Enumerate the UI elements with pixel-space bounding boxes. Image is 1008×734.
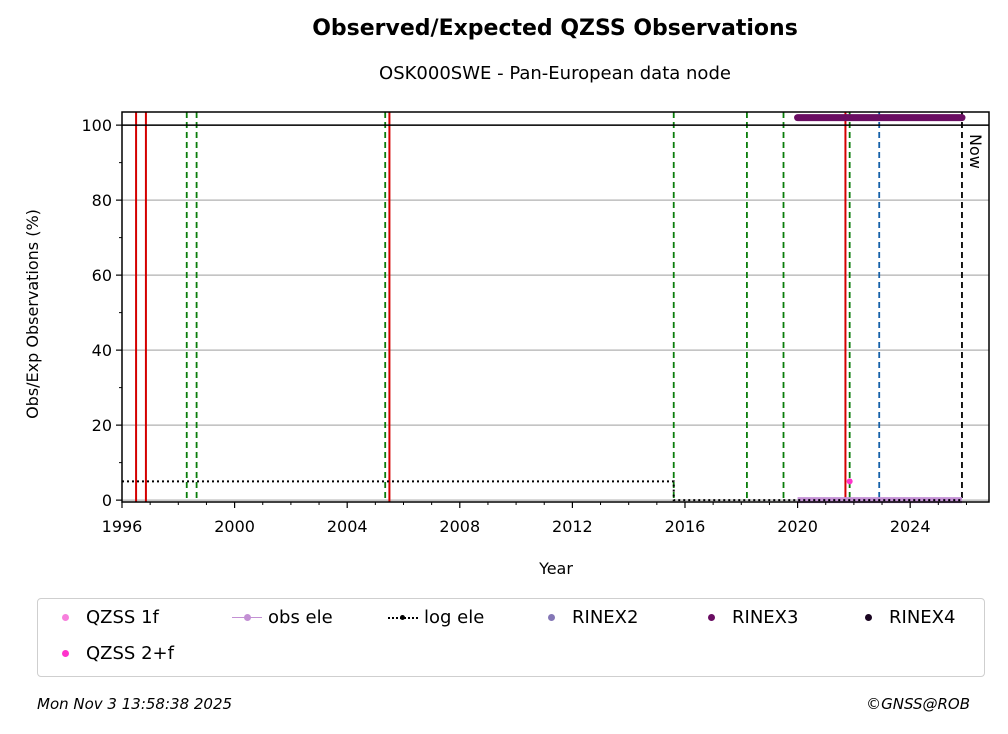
legend-label: RINEX2 [572, 607, 639, 628]
legend-marker-icon [228, 608, 264, 628]
y-tick-label: 20 [92, 416, 112, 435]
x-tick-label: 2024 [890, 517, 931, 536]
footer-copyright: ©GNSS@ROB [866, 695, 970, 713]
x-tick-label: 2000 [214, 517, 255, 536]
now-label: Now [966, 134, 985, 169]
y-tick-label: 60 [92, 266, 112, 285]
x-tick-label: 2020 [777, 517, 818, 536]
legend-item-rinex2: RINEX2 [532, 607, 638, 628]
footer-timestamp: Mon Nov 3 13:58:38 2025 [37, 695, 233, 713]
y-axis-label: Obs/Exp Observations (%) [23, 209, 42, 419]
legend-marker-icon [532, 608, 568, 628]
legend-item-obs-ele: obs ele [228, 607, 333, 628]
x-tick-label: 2008 [439, 517, 480, 536]
x-axis-label: Year [538, 559, 573, 578]
legend-item-rinex4: RINEX4 [849, 607, 955, 628]
legend-label: RINEX4 [889, 607, 956, 628]
y-tick-label: 100 [81, 116, 112, 135]
data-point [846, 478, 853, 485]
legend-item-rinex3: RINEX3 [692, 607, 798, 628]
legend-label: obs ele [268, 607, 333, 628]
legend-item-qzss-1f: QZSS 1f [46, 607, 159, 628]
legend-marker-icon [384, 608, 420, 628]
chart-title: Observed/Expected QZSS Observations [312, 16, 798, 41]
x-tick-label: 2012 [552, 517, 593, 536]
legend-item-qzss-2f: QZSS 2+f [46, 643, 174, 664]
chart-subtitle: OSK000SWE - Pan-European data node [379, 63, 731, 84]
legend: QZSS 1f QZSS 2+f obs ele log ele RINEX2 … [37, 598, 985, 677]
legend-marker-icon [849, 608, 885, 628]
x-tick-label: 1996 [102, 517, 143, 536]
legend-label: QZSS 1f [86, 607, 159, 628]
y-tick-label: 40 [92, 341, 112, 360]
legend-item-log-ele: log ele [384, 607, 484, 628]
legend-label: RINEX3 [732, 607, 799, 628]
y-tick-label: 0 [102, 491, 112, 510]
axes-frame [121, 111, 990, 503]
legend-label: log ele [424, 607, 485, 628]
log-ele-line [122, 480, 962, 502]
x-tick-label: 2004 [327, 517, 368, 536]
y-tick-label: 80 [92, 191, 112, 210]
plot-area: Now 0 20 40 60 80 100 1996 2000 2004 2008 2012 2016… [23, 111, 990, 578]
legend-marker-icon [46, 608, 82, 628]
legend-label: QZSS 2+f [86, 643, 174, 664]
legend-marker-icon [46, 644, 82, 664]
legend-marker-icon [692, 608, 728, 628]
x-tick-label: 2016 [665, 517, 706, 536]
